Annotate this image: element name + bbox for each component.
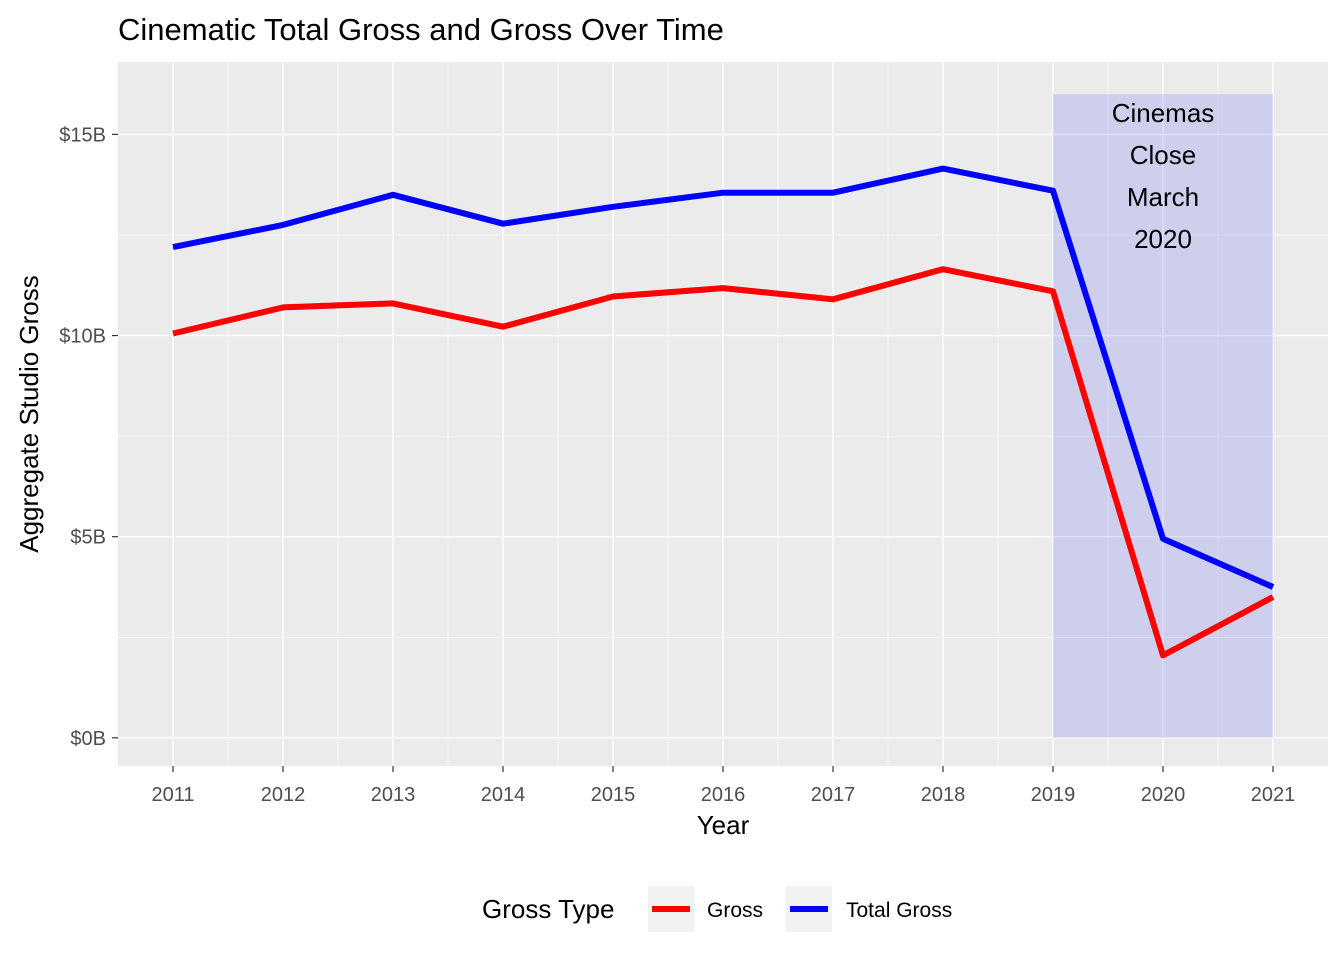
x-tick-label: 2014 [481,784,526,806]
y-tick-label: $0B [70,728,106,750]
y-tick-label: $15B [59,124,106,146]
x-tick-label: 2018 [921,784,966,806]
series-line-total-gross [172,165,1275,590]
annotation-line: Cinemas [1112,98,1215,128]
legend-title: Gross Type [482,894,614,924]
x-tick-label: 2011 [151,784,194,806]
y-tick-label: $10B [59,326,106,348]
x-tick-label: 2017 [811,784,856,806]
x-tick-label: 2015 [591,784,636,806]
legend-label: Total Gross [846,899,952,922]
legend: Gross Type Gross Total Gross [482,886,952,932]
x-tick-label: 2012 [261,784,306,806]
legend-label: Gross [707,899,763,922]
series-line-gross [172,266,1275,659]
x-tick-label: 2016 [701,784,746,806]
x-tick-label: 2021 [1251,784,1296,806]
annotation-line: Close [1130,140,1196,170]
annotation-line: March [1127,182,1199,212]
annotation-line: 2020 [1134,224,1192,254]
x-axis-title: Year [697,810,750,840]
y-axis-title: Aggregate Studio Gross [14,275,44,553]
x-tick-label: 2020 [1141,784,1186,806]
x-tick-label: 2019 [1031,784,1076,806]
x-tick-label: 2013 [371,784,416,806]
chart-title: Cinematic Total Gross and Gross Over Tim… [118,12,724,47]
plot-panel [118,62,1328,766]
y-tick-label: $5B [70,527,106,549]
